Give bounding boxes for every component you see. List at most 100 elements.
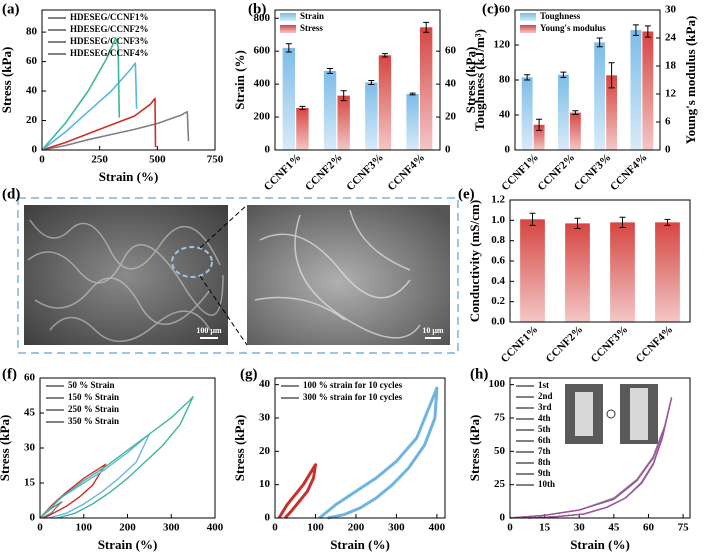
y-tick-label: 45 [24, 407, 36, 419]
bar [378, 55, 392, 151]
y-tick-label: 12 [665, 88, 677, 100]
error-bar [619, 216, 626, 228]
y-tick-label: 0 [500, 512, 506, 524]
x-tick-label: 60 [643, 522, 655, 534]
x-tick-label: CCNF3% [589, 323, 631, 365]
data-line [509, 397, 673, 519]
error-bar [664, 218, 671, 226]
legend-label: 10th [538, 479, 555, 489]
y-tick-label: 18 [665, 60, 677, 72]
legend-label: 2nd [538, 391, 553, 401]
y-tick-label: 0.0 [491, 316, 505, 328]
legend-swatch [520, 13, 536, 21]
data-line [39, 501, 63, 519]
x-tick-label: 250 [91, 154, 108, 166]
error-bar [529, 212, 536, 226]
y-tick-label: 40 [26, 85, 38, 97]
y-tick-label: 80 [499, 74, 511, 86]
legend-label: 5th [538, 424, 551, 434]
y-tick-label: 30 [665, 4, 677, 16]
cycle-icon [606, 409, 616, 419]
error-bar [560, 71, 567, 78]
panel-label: (g) [240, 366, 258, 382]
y-tick-label: 0 [665, 144, 671, 156]
legend-swatch [280, 13, 296, 21]
y-tick-label: 0.2 [491, 295, 505, 307]
plot-frame [39, 377, 216, 519]
legend-label: 3rd [538, 402, 552, 412]
x-tick-label: 0 [37, 522, 43, 534]
y-tick-label: 20 [445, 111, 457, 123]
legend-label: 100 % strain for 10 cycles [303, 380, 403, 390]
sem-panel: 100 μm 10 μm (d) [2, 186, 459, 354]
x-tick-label: CCNF4% [386, 151, 428, 193]
data-line [39, 433, 151, 519]
x-tick-label: CCNF2% [536, 151, 578, 193]
x-tick-label: CCNF2% [303, 151, 345, 193]
y-tick-label: 30 [24, 442, 36, 454]
error-bar [536, 118, 543, 131]
bar [655, 222, 680, 322]
bar [606, 75, 618, 150]
error-bar [574, 217, 581, 229]
bar [337, 95, 350, 150]
data-line [41, 37, 121, 151]
plot-frame [509, 377, 691, 519]
legend-label: 7th [538, 446, 551, 456]
x-tick-label: 0 [272, 522, 278, 534]
error-bar [423, 21, 430, 33]
y-tick-label: 0 [265, 512, 271, 524]
scale-bar [425, 337, 441, 339]
error-bar [608, 62, 615, 89]
plot-frame [274, 377, 446, 519]
legend-label: 350 % Strain [68, 416, 119, 426]
x-tick-label: 45 [608, 522, 620, 534]
x-tick-label: 300 [388, 522, 405, 534]
bar [642, 31, 654, 150]
error-bar [340, 90, 347, 102]
zoom-connector [199, 275, 248, 346]
x-tick-label: 15 [539, 522, 551, 534]
x-tick-label: 500 [149, 154, 166, 166]
x-tick-label: 75 [678, 522, 690, 534]
sem-image-high [247, 205, 450, 345]
y-tick-label: 800 [254, 12, 271, 24]
y-tick-label: 30 [259, 412, 271, 424]
y-tick-label: 6 [665, 116, 671, 128]
sem-texture [27, 219, 224, 343]
sem-texture [254, 209, 421, 339]
x-tick-label: 400 [207, 522, 224, 534]
scale-bar-label: 100 μm [196, 326, 222, 335]
y-tick-label: 0 [265, 144, 271, 156]
photo-sample [575, 392, 593, 436]
error-bar [596, 37, 603, 48]
x-axis-title: Strain (%) [570, 537, 630, 552]
bar [565, 223, 590, 322]
y-axis-title: Stress (kPa) [467, 415, 482, 482]
legend-label: 150 % Strain [68, 392, 119, 402]
y-tick-label: 75 [494, 412, 506, 424]
legend-label: HDESEG/CCNF4% [70, 48, 149, 58]
panel-label: (c) [482, 1, 499, 17]
x-tick-label: CCNF1% [499, 151, 541, 193]
x-tick-label: CCNF3% [572, 151, 614, 193]
y2-axis-title: Stress (kPa) [463, 47, 478, 114]
x-tick-label: CCNF4% [634, 323, 676, 365]
bar [520, 219, 545, 322]
y-tick-label: 1.0 [491, 214, 505, 226]
x-tick-label: 200 [348, 522, 365, 534]
y-tick-label: 60 [445, 45, 457, 57]
error-bar [409, 92, 416, 96]
y-tick-label: 0 [32, 144, 38, 156]
y-tick-label: 40 [499, 109, 511, 121]
zoom-region [171, 246, 213, 278]
error-bar [381, 53, 388, 58]
y-tick-label: 0.8 [491, 234, 505, 246]
data-line [41, 97, 157, 151]
y-axis-title: Stress (kPa) [0, 47, 14, 114]
x-tick-label: CCNF1% [499, 323, 541, 365]
error-bar [299, 105, 306, 111]
legend-label: 50 % Strain [68, 380, 115, 390]
x-axis-title: Strain (%) [98, 537, 158, 552]
